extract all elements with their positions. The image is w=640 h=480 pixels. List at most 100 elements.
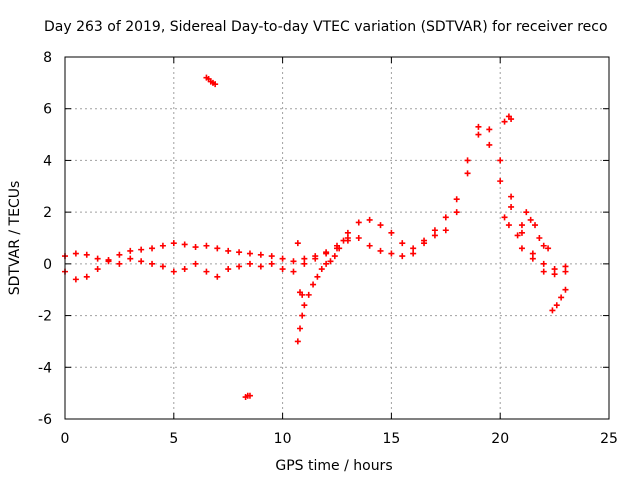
data-point xyxy=(523,209,530,216)
data-point xyxy=(366,242,373,249)
data-point xyxy=(540,242,547,249)
data-point xyxy=(299,312,306,319)
data-point xyxy=(399,253,406,260)
y-axis-label: SDTVAR / TECUs xyxy=(7,181,23,296)
data-point xyxy=(331,253,338,260)
y-tick-label: 6 xyxy=(43,102,52,118)
data-point xyxy=(545,245,552,252)
data-point xyxy=(72,276,79,283)
data-point xyxy=(170,268,177,275)
x-tick-labels: 0 5 10 15 20 25 xyxy=(61,431,618,447)
data-point xyxy=(116,260,123,267)
data-point xyxy=(410,245,417,252)
x-axis-label: GPS time / hours xyxy=(275,458,392,474)
data-point xyxy=(257,251,264,258)
data-point xyxy=(344,235,351,241)
y-tick-labels: -6 -4 -2 0 2 4 6 8 xyxy=(38,50,52,428)
y-tick-label: -6 xyxy=(38,412,52,428)
data-point xyxy=(279,255,286,262)
x-tick-label: 10 xyxy=(274,431,292,447)
data-point xyxy=(340,237,347,244)
data-point xyxy=(127,255,134,262)
data-point xyxy=(83,273,90,280)
y-tick-label: 8 xyxy=(43,50,52,66)
x-tick-label: 0 xyxy=(61,431,70,447)
data-point xyxy=(551,271,558,278)
data-point xyxy=(159,263,166,270)
chart-title: Day 263 of 2019, Sidereal Day-to-day VTE… xyxy=(44,19,608,35)
data-point xyxy=(212,81,219,88)
data-point xyxy=(486,141,493,148)
data-point xyxy=(192,244,199,251)
data-point xyxy=(505,222,512,229)
data-point xyxy=(355,235,362,241)
data-point xyxy=(527,216,534,223)
axis-ticks xyxy=(64,56,610,420)
data-point xyxy=(536,235,543,241)
data-point xyxy=(294,240,301,247)
data-point xyxy=(508,193,515,200)
data-point xyxy=(181,241,188,248)
data-point xyxy=(290,268,297,275)
data-point xyxy=(551,266,558,273)
data-point xyxy=(562,268,569,275)
data-point xyxy=(442,227,449,234)
data-point xyxy=(301,260,308,267)
series-rising-segment xyxy=(294,235,351,345)
data-point xyxy=(149,245,156,252)
y-tick-label: -2 xyxy=(38,309,52,325)
series-outliers xyxy=(203,74,306,401)
data-point xyxy=(336,245,343,252)
data-point xyxy=(453,196,460,203)
data-point xyxy=(305,291,312,298)
data-point xyxy=(310,281,317,288)
data-point xyxy=(116,251,123,258)
data-point xyxy=(214,245,221,252)
data-point xyxy=(246,260,253,267)
data-point xyxy=(72,250,79,257)
data-point xyxy=(246,250,253,257)
data-point xyxy=(246,392,253,399)
data-point xyxy=(508,116,515,123)
data-point xyxy=(323,250,330,257)
grid-lines xyxy=(65,57,609,419)
data-point xyxy=(562,263,569,270)
data-point xyxy=(388,250,395,257)
data-point xyxy=(301,255,308,262)
data-point xyxy=(464,157,471,164)
data-point xyxy=(388,229,395,236)
data-point xyxy=(431,227,438,234)
y-tick-label: -4 xyxy=(38,360,52,376)
data-point xyxy=(323,260,330,267)
data-point xyxy=(399,240,406,247)
data-point xyxy=(170,240,177,247)
data-point xyxy=(203,268,210,275)
data-point xyxy=(268,260,275,267)
data-point xyxy=(540,268,547,275)
data-point xyxy=(138,246,145,253)
data-point xyxy=(312,255,319,262)
data-point xyxy=(344,229,351,236)
data-point xyxy=(257,263,264,270)
data-point xyxy=(497,157,504,164)
data-point xyxy=(558,294,565,301)
data-point xyxy=(279,266,286,273)
data-point xyxy=(501,118,508,125)
data-point xyxy=(149,260,156,267)
data-point xyxy=(181,266,188,273)
data-point xyxy=(540,260,547,267)
y-tick-label: 0 xyxy=(43,257,52,273)
data-point xyxy=(464,170,471,177)
data-point xyxy=(497,178,504,185)
data-point xyxy=(94,266,101,273)
data-point xyxy=(442,214,449,221)
data-point xyxy=(94,255,101,262)
data-point xyxy=(290,258,297,265)
series-late-segments xyxy=(501,113,569,314)
data-point xyxy=(127,247,134,254)
x-tick-label: 15 xyxy=(382,431,400,447)
data-point xyxy=(297,325,304,332)
plot-frame xyxy=(64,56,610,420)
data-point xyxy=(529,255,536,262)
